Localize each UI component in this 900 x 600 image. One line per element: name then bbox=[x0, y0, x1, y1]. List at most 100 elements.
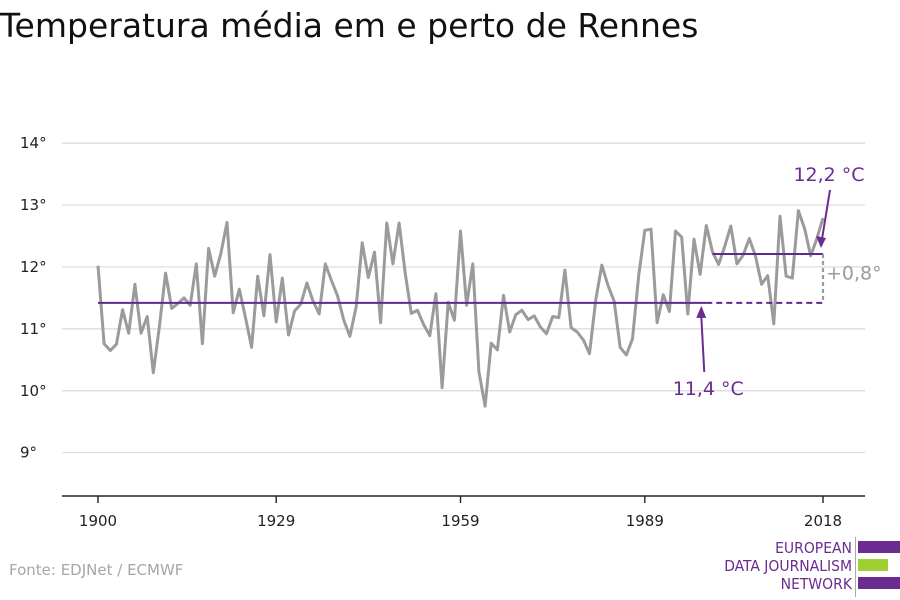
data-point-1962 bbox=[477, 370, 480, 373]
data-point-1969 bbox=[520, 309, 523, 312]
data-point-1996 bbox=[686, 313, 689, 316]
data-point-1973 bbox=[545, 332, 548, 335]
data-point-1958 bbox=[453, 319, 456, 322]
data-point-1944 bbox=[367, 276, 370, 279]
data-point-2015 bbox=[803, 227, 806, 230]
data-point-1979 bbox=[582, 339, 585, 342]
data-point-1942 bbox=[355, 306, 358, 309]
x-tick-label-1989: 1989 bbox=[626, 512, 664, 530]
data-point-2018 bbox=[822, 217, 825, 220]
source-note: Fonte: EDJNet / ECMWF bbox=[9, 561, 184, 579]
x-tick-label-1900: 1900 bbox=[79, 512, 117, 530]
data-point-1950 bbox=[404, 272, 407, 275]
logo-text-line-3: NETWORK bbox=[780, 575, 852, 593]
data-point-2012 bbox=[785, 275, 788, 278]
data-point-1927 bbox=[262, 314, 265, 317]
x-tick-label-1959: 1959 bbox=[441, 512, 479, 530]
data-point-1959 bbox=[459, 230, 462, 233]
data-point-1955 bbox=[434, 292, 437, 295]
data-point-1938 bbox=[330, 279, 333, 282]
data-point-1983 bbox=[607, 284, 610, 287]
data-point-1930 bbox=[281, 277, 284, 280]
y-tick-label-9: 9° bbox=[20, 444, 37, 462]
data-point-1919 bbox=[213, 275, 216, 278]
data-point-1936 bbox=[318, 313, 321, 316]
data-point-1941 bbox=[348, 335, 351, 338]
data-point-1939 bbox=[336, 295, 339, 298]
data-point-1908 bbox=[146, 315, 149, 318]
data-point-1956 bbox=[441, 386, 444, 389]
data-point-1949 bbox=[398, 222, 401, 225]
data-point-1915 bbox=[189, 304, 192, 307]
data-point-1971 bbox=[533, 314, 536, 317]
data-point-1978 bbox=[576, 331, 579, 334]
y-tick-label-13: 13° bbox=[20, 196, 47, 214]
data-point-2006 bbox=[748, 237, 751, 240]
data-point-1970 bbox=[527, 318, 530, 321]
data-point-1993 bbox=[668, 310, 671, 313]
x-tick-label-1929: 1929 bbox=[257, 512, 295, 530]
data-point-1987 bbox=[631, 337, 634, 340]
data-point-2010 bbox=[772, 322, 775, 325]
data-point-1982 bbox=[600, 264, 603, 267]
data-point-1903 bbox=[115, 343, 118, 346]
data-point-1902 bbox=[109, 349, 112, 352]
recent-mean-label: 12,2 °C bbox=[793, 164, 864, 186]
data-point-1920 bbox=[219, 252, 222, 255]
reference-mean-arrow bbox=[700, 315, 706, 373]
data-point-1932 bbox=[293, 309, 296, 312]
data-point-1991 bbox=[656, 321, 659, 324]
data-point-1972 bbox=[539, 326, 542, 329]
data-point-1906 bbox=[133, 283, 136, 286]
data-point-1918 bbox=[207, 247, 210, 250]
data-point-1925 bbox=[250, 346, 253, 349]
data-point-1968 bbox=[514, 313, 517, 316]
data-point-1910 bbox=[158, 325, 161, 328]
logo-divider bbox=[855, 537, 856, 597]
logo-text-line-1: EUROPEAN bbox=[775, 539, 852, 557]
data-point-1977 bbox=[570, 326, 573, 329]
data-point-2002 bbox=[723, 245, 726, 248]
recent-mean-arrowhead bbox=[816, 235, 826, 248]
data-point-1964 bbox=[490, 342, 493, 345]
data-point-1980 bbox=[588, 352, 591, 355]
data-point-2008 bbox=[760, 283, 763, 286]
data-point-1900 bbox=[97, 264, 100, 267]
data-point-1966 bbox=[502, 294, 505, 297]
data-point-1945 bbox=[373, 251, 376, 254]
data-point-1963 bbox=[484, 405, 487, 408]
data-point-1952 bbox=[416, 309, 419, 312]
data-point-1911 bbox=[164, 272, 167, 275]
data-point-1934 bbox=[305, 282, 308, 285]
y-tick-label-14: 14° bbox=[20, 134, 47, 152]
y-tick-label-10: 10° bbox=[20, 382, 47, 400]
data-point-1948 bbox=[391, 262, 394, 265]
data-point-2004 bbox=[736, 262, 739, 265]
data-point-1975 bbox=[557, 316, 560, 319]
data-point-1960 bbox=[465, 304, 468, 307]
data-point-2011 bbox=[779, 215, 782, 218]
data-point-1988 bbox=[637, 274, 640, 277]
data-point-1922 bbox=[232, 311, 235, 314]
reference-mean-arrowhead bbox=[696, 305, 707, 318]
data-point-1974 bbox=[551, 315, 554, 318]
data-point-1967 bbox=[508, 331, 511, 334]
data-point-1965 bbox=[496, 348, 499, 351]
chart-title: Temperatura média em e perto de Rennes bbox=[0, 6, 699, 45]
data-point-1928 bbox=[269, 253, 272, 256]
data-point-1946 bbox=[379, 321, 382, 324]
edjnet-logo: EUROPEAN DATA JOURNALISM NETWORK bbox=[705, 537, 900, 597]
data-point-1992 bbox=[662, 293, 665, 296]
data-point-1961 bbox=[471, 262, 474, 265]
data-point-1999 bbox=[705, 224, 708, 227]
series-line-annual-temperature bbox=[96, 209, 825, 408]
reference-mean-label: 11,4 °C bbox=[673, 378, 744, 400]
data-point-1924 bbox=[244, 316, 247, 319]
logo-bar-top bbox=[858, 541, 900, 553]
data-point-2003 bbox=[729, 225, 732, 228]
data-point-2000 bbox=[711, 250, 714, 253]
data-point-1989 bbox=[643, 229, 646, 232]
data-point-1985 bbox=[619, 346, 622, 349]
data-point-1953 bbox=[422, 323, 425, 326]
